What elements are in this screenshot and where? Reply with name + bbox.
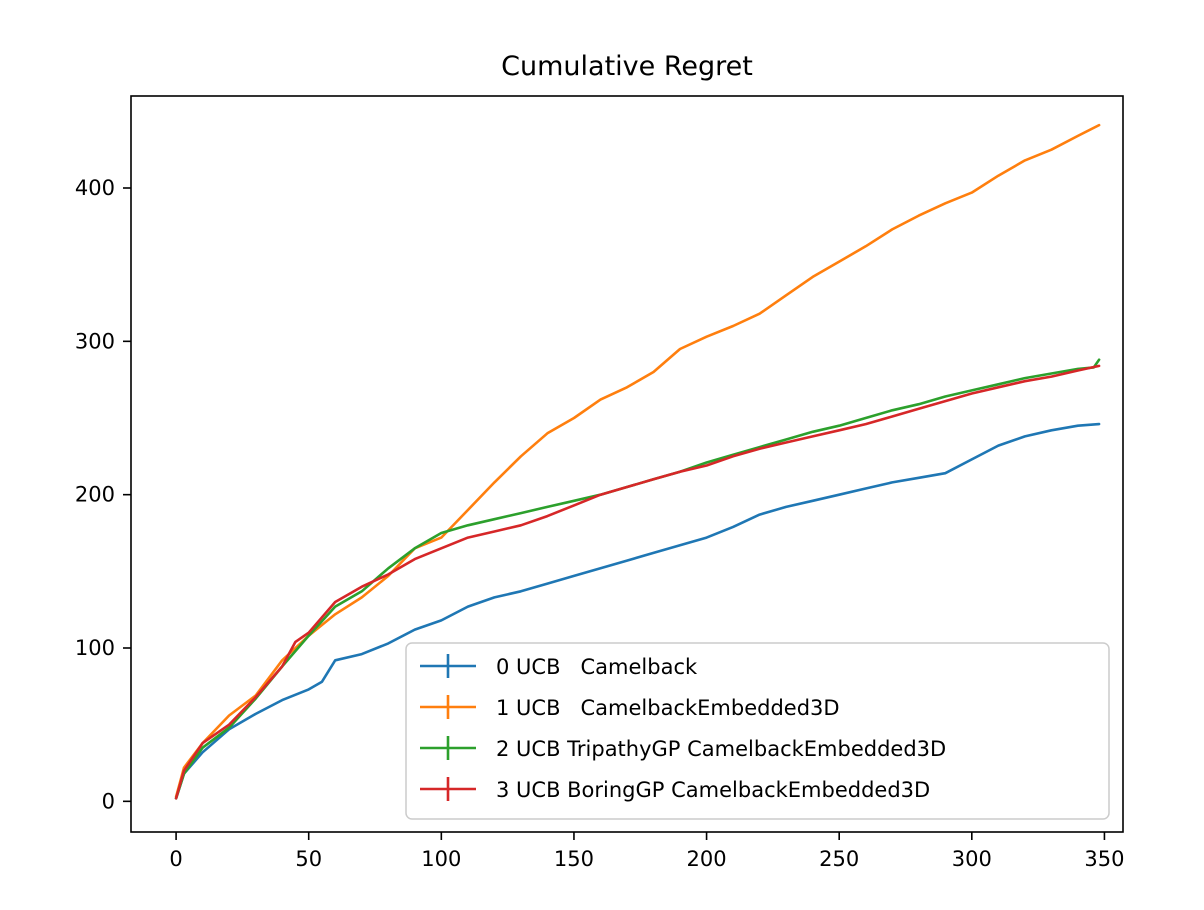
- y-tick-label: 400: [75, 176, 115, 200]
- x-tick-label: 350: [1084, 847, 1124, 871]
- plot-lines: [174, 123, 1101, 800]
- chart-title: Cumulative Regret: [501, 51, 753, 82]
- x-tick-label: 100: [421, 847, 461, 871]
- x-tick-label: 150: [554, 847, 594, 871]
- y-axis: 0 100 200 300 400: [75, 176, 131, 813]
- y-tick-label: 0: [102, 789, 115, 813]
- y-tick-label: 200: [75, 483, 115, 507]
- x-tick-label: 250: [819, 847, 859, 871]
- legend-label: 3 UCB BoringGP CamelbackEmbedded3D: [496, 778, 930, 802]
- legend-label: 0 UCB Camelback: [496, 655, 698, 679]
- legend-label: 2 UCB TripathyGP CamelbackEmbedded3D: [496, 737, 946, 761]
- x-tick-label: 0: [169, 847, 182, 871]
- plot-frame: [130, 95, 1124, 833]
- series-line-0: [174, 422, 1101, 800]
- legend-label: 1 UCB CamelbackEmbedded3D: [496, 696, 840, 720]
- x-tick-label: 200: [687, 847, 727, 871]
- legend-box: [405, 642, 1110, 820]
- x-tick-label: 300: [952, 847, 992, 871]
- y-tick-label: 300: [75, 329, 115, 353]
- series-line-3: [174, 364, 1101, 800]
- legend: 0 UCB Camelback 1 UCB CamelbackEmbedded3D…: [405, 642, 1110, 820]
- x-axis: 0 50 100 150 200 250 300 350: [169, 832, 1124, 871]
- y-tick-label: 100: [75, 636, 115, 660]
- x-tick-label: 50: [295, 847, 322, 871]
